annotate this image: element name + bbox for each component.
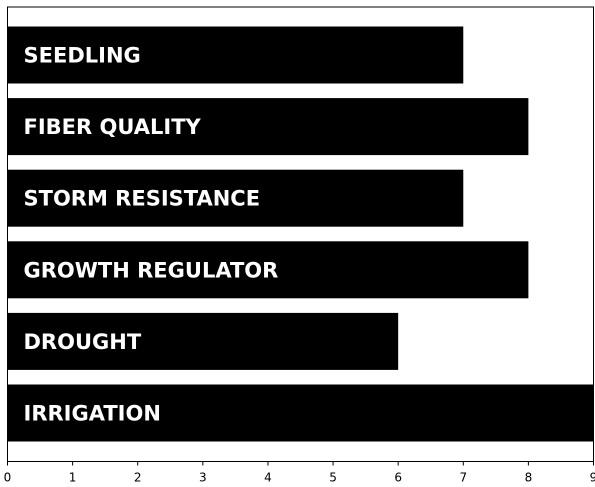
bar-labels-group: SEEDLING FIBER QUALITY STORM RESISTANCE GRO… <box>24 44 279 426</box>
bar-storm-resistance <box>7 169 464 227</box>
bar-drought <box>7 312 399 370</box>
bar-fiber-quality <box>7 98 529 156</box>
x-tick-label: 0 <box>4 471 12 485</box>
x-tick-label: 9 <box>590 471 595 485</box>
bars-group <box>7 26 594 442</box>
x-tick-label: 1 <box>69 471 77 485</box>
x-tick-label: 4 <box>264 471 272 485</box>
x-tick-label: 3 <box>199 471 207 485</box>
bar-label: STORM RESISTANCE <box>24 187 261 211</box>
bar-label: SEEDLING <box>24 44 141 68</box>
x-tick-label: 7 <box>459 471 467 485</box>
bar-label: DROUGHT <box>24 330 142 354</box>
bar-label: GROWTH REGULATOR <box>24 258 279 282</box>
bar-label: IRRIGATION <box>24 402 161 426</box>
x-tick-label: 8 <box>525 471 533 485</box>
x-axis: 0 1 2 3 4 5 6 7 8 9 <box>4 461 595 485</box>
bar-irrigation <box>7 384 594 442</box>
bar-growth-regulator <box>7 241 529 299</box>
bar-label: FIBER QUALITY <box>24 115 202 139</box>
x-tick-label: 5 <box>329 471 337 485</box>
bar-seedling <box>7 26 464 84</box>
x-tick-label: 6 <box>394 471 402 485</box>
x-tick-label: 2 <box>134 471 142 485</box>
